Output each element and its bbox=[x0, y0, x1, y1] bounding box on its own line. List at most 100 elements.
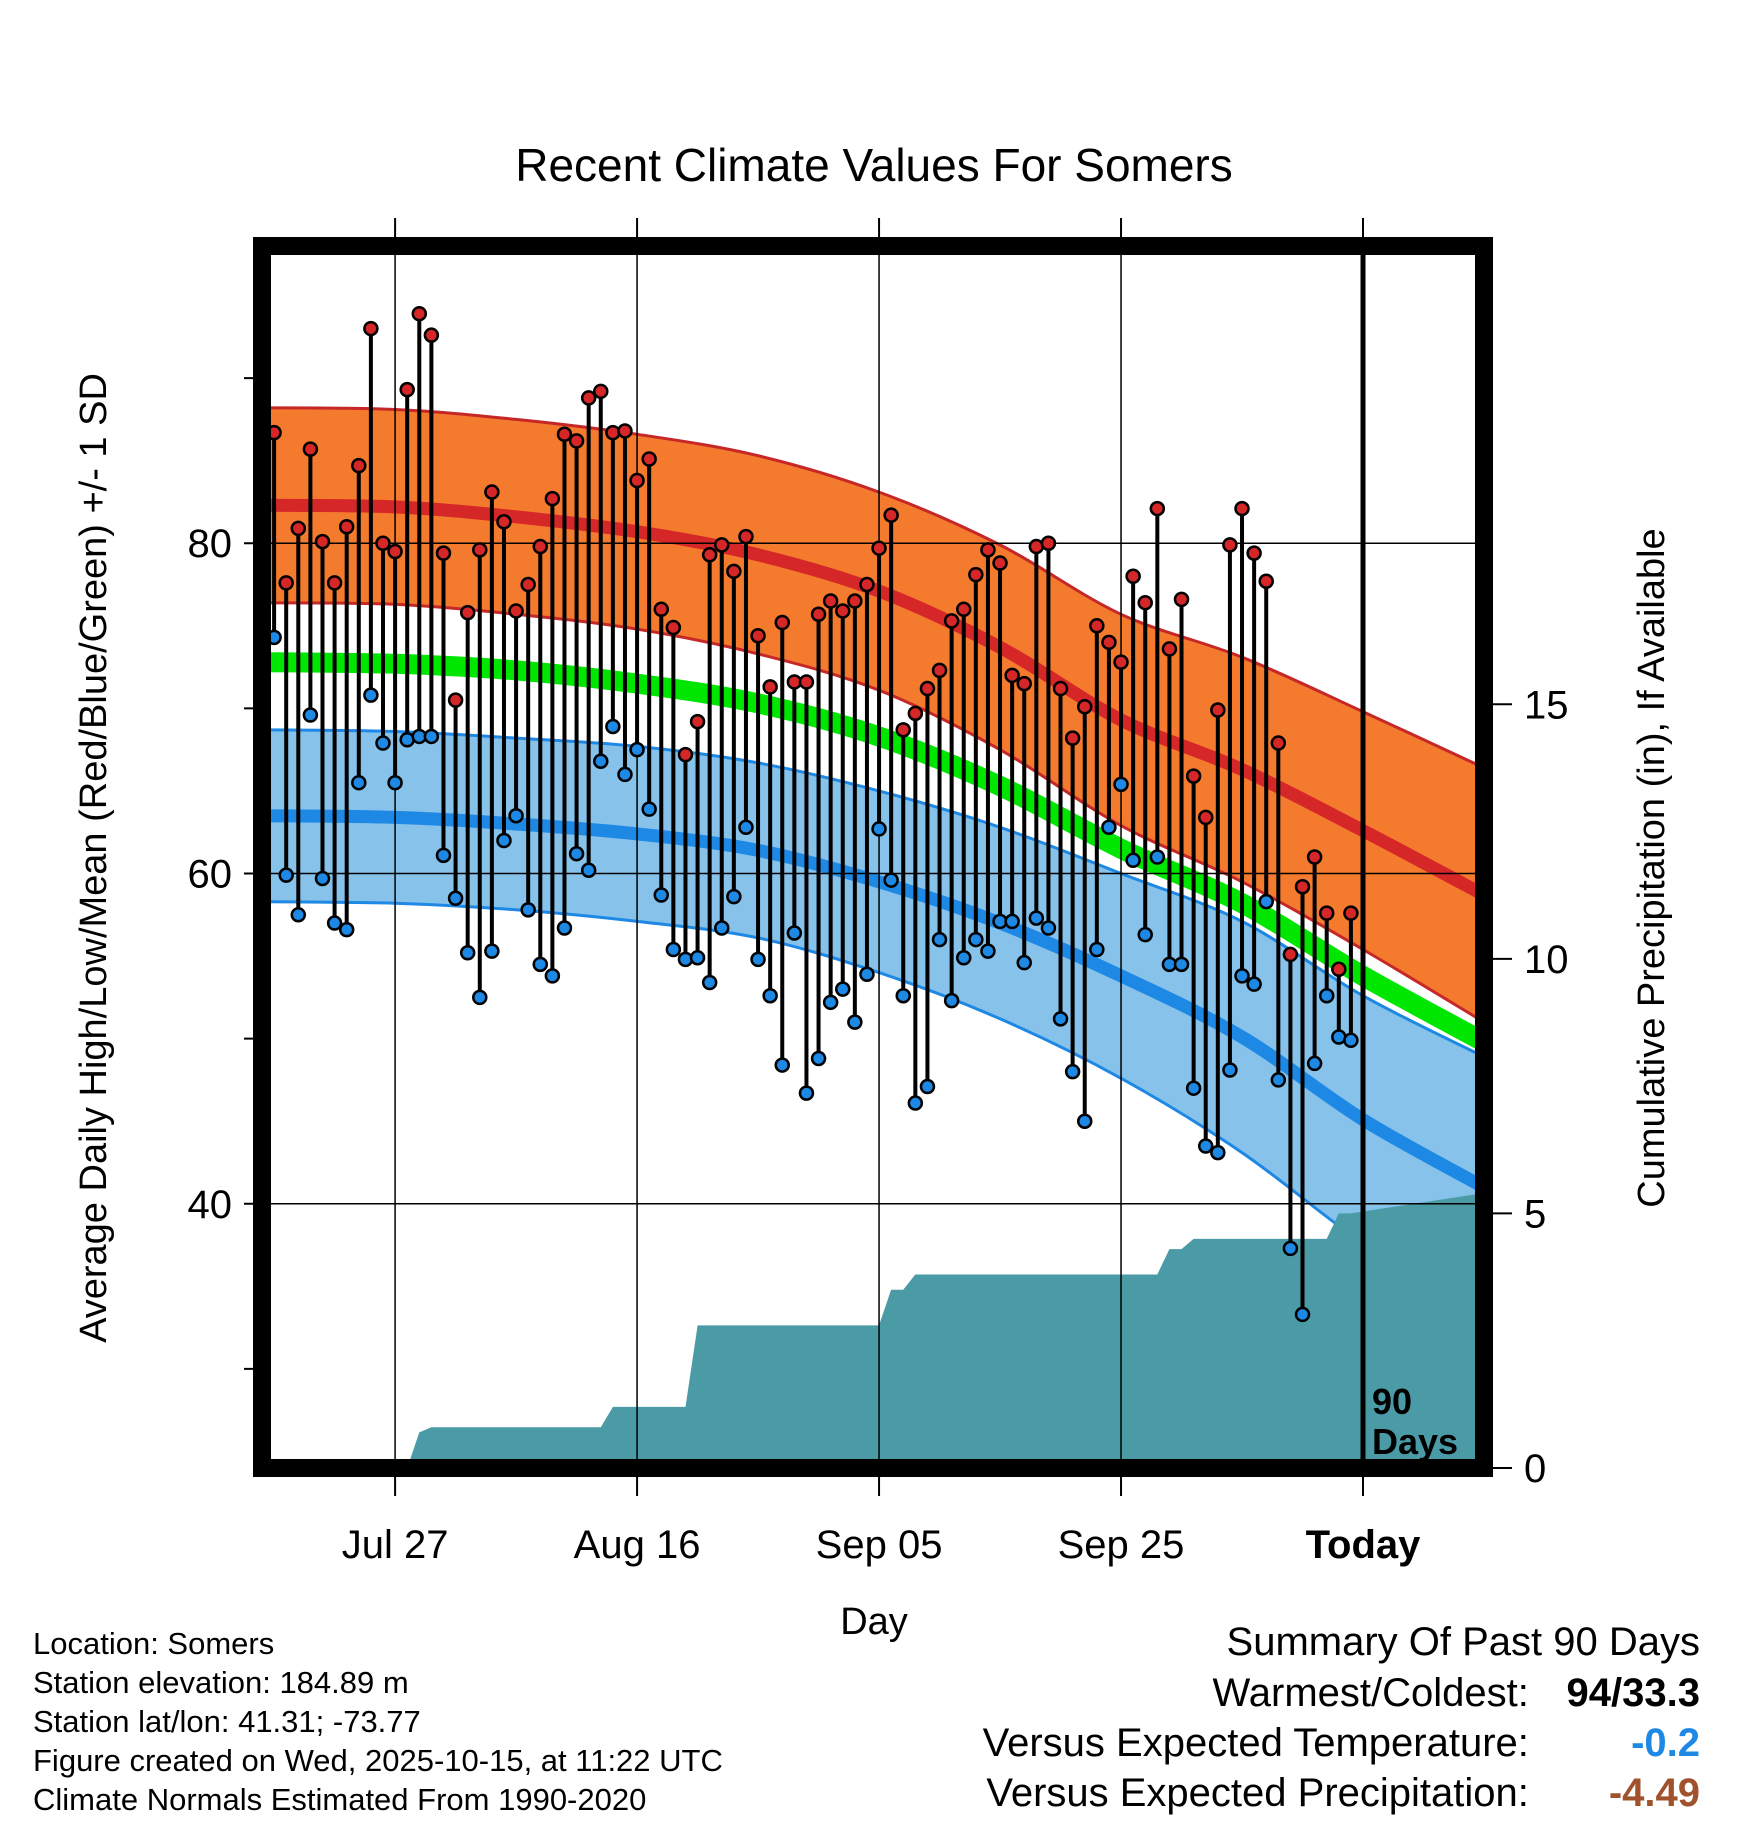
daily-high-point bbox=[278, 575, 294, 591]
summary-temp: Versus Expected Temperature: -0.2 bbox=[983, 1718, 1700, 1768]
daily-low-point bbox=[968, 931, 984, 948]
daily-high-point bbox=[955, 601, 972, 618]
daily-high-point bbox=[351, 457, 367, 474]
daily-low-point bbox=[1306, 1055, 1323, 1072]
daily-high-point bbox=[472, 542, 488, 558]
daily-high-point bbox=[992, 555, 1008, 571]
daily-low-point bbox=[423, 728, 440, 745]
daily-high-point bbox=[568, 433, 585, 449]
normals-period: Climate Normals Estimated From 1990-2020 bbox=[33, 1782, 647, 1817]
daily-high-point bbox=[1076, 698, 1093, 715]
daily-low-point bbox=[363, 687, 379, 703]
x-tick-label-4: Today bbox=[1306, 1523, 1422, 1567]
daily-high-point bbox=[1270, 735, 1287, 751]
y2-tick-label-0: 0 bbox=[1524, 1447, 1546, 1491]
daily-high-point bbox=[1101, 634, 1117, 651]
daily-low-point bbox=[568, 845, 585, 862]
daily-high-point bbox=[1125, 568, 1141, 585]
daily-high-point bbox=[1258, 573, 1274, 589]
daily-high-point bbox=[508, 603, 524, 619]
daily-low-point bbox=[1185, 1080, 1202, 1096]
daily-high-point bbox=[1149, 500, 1166, 517]
daily-low-point bbox=[278, 867, 294, 883]
summary-warm-cold: Warmest/Coldest: 94/33.3 bbox=[983, 1668, 1701, 1718]
daily-low-point bbox=[1210, 1144, 1226, 1161]
y-tick-label-80: 80 bbox=[188, 522, 233, 566]
y-axis-right: 0 5 10 15 bbox=[1484, 683, 1569, 1491]
y-axis-left: 40 60 80 bbox=[188, 377, 262, 1370]
daily-high-point bbox=[968, 566, 984, 583]
daily-high-point bbox=[580, 390, 597, 406]
daily-high-point bbox=[314, 533, 331, 550]
daily-high-point bbox=[895, 722, 911, 738]
daily-high-point bbox=[665, 619, 682, 636]
daily-high-point bbox=[1343, 905, 1359, 921]
x-tick-label-3: Sep 25 bbox=[1058, 1523, 1185, 1567]
daily-low-point bbox=[302, 707, 319, 723]
precip-value: -4.49 bbox=[1608, 1771, 1700, 1815]
daily-low-point bbox=[290, 907, 307, 923]
daily-high-point bbox=[714, 537, 730, 553]
daily-low-point bbox=[1076, 1113, 1093, 1129]
daily-high-point bbox=[1294, 878, 1311, 895]
daily-high-point bbox=[338, 518, 355, 535]
daily-high-point bbox=[1173, 591, 1190, 608]
daily-low-point bbox=[750, 951, 766, 968]
daily-low-point bbox=[774, 1057, 791, 1073]
daily-high-point bbox=[447, 692, 464, 708]
chart-title: Recent Climate Values For Somers bbox=[515, 139, 1233, 191]
daily-low-point bbox=[653, 887, 670, 903]
daily-high-point bbox=[1004, 667, 1020, 684]
y-tick-label-60: 60 bbox=[188, 853, 233, 897]
plot-frame bbox=[253, 237, 1493, 1477]
daily-high-point bbox=[1064, 730, 1081, 746]
daily-low-point bbox=[726, 888, 742, 905]
daily-high-point bbox=[883, 507, 899, 523]
daily-high-point bbox=[496, 514, 512, 530]
daily-low-point bbox=[1282, 1240, 1299, 1257]
daily-low-point bbox=[895, 987, 911, 1004]
daily-high-point bbox=[641, 451, 657, 467]
daily-low-point bbox=[907, 1095, 924, 1111]
daily-low-point bbox=[1040, 920, 1057, 936]
x-tick-label-0: Jul 27 bbox=[342, 1523, 449, 1567]
daily-low-point bbox=[556, 920, 573, 936]
daily-low-point bbox=[520, 902, 536, 918]
daily-high-point bbox=[1318, 905, 1335, 921]
daily-low-point bbox=[1318, 987, 1335, 1004]
daily-high-point bbox=[302, 441, 319, 457]
daily-high-point bbox=[931, 662, 948, 679]
daily-high-point bbox=[290, 520, 307, 537]
warm-cold-value: 94/33.3 bbox=[1566, 1671, 1700, 1715]
today-annotation-label: Days bbox=[1372, 1421, 1458, 1462]
daily-low-point bbox=[580, 862, 597, 878]
daily-high-point bbox=[1040, 535, 1057, 551]
daily-low-point bbox=[351, 774, 367, 791]
daily-low-point bbox=[1246, 976, 1262, 992]
daily-low-point bbox=[931, 931, 948, 948]
daily-low-point bbox=[871, 821, 887, 837]
x-axis: Jul 27 Aug 16 Sep 05 Sep 25 Today bbox=[342, 218, 1421, 1567]
daily-low-point bbox=[472, 989, 488, 1006]
daily-high-point bbox=[810, 606, 827, 623]
daily-high-point bbox=[435, 545, 452, 561]
daily-high-point bbox=[1210, 702, 1226, 718]
daily-low-point bbox=[665, 941, 682, 958]
daily-low-point bbox=[847, 1014, 863, 1030]
temp-value: -0.2 bbox=[1631, 1721, 1700, 1765]
daily-low-point bbox=[822, 994, 839, 1011]
daily-low-point bbox=[629, 741, 645, 758]
low-sd-band bbox=[262, 729, 1484, 1318]
daily-high-point bbox=[556, 426, 573, 443]
daily-low-point bbox=[1101, 819, 1117, 836]
daily-low-point bbox=[459, 945, 476, 961]
daily-low-point bbox=[605, 718, 621, 735]
daily-high-point bbox=[1113, 654, 1129, 670]
daily-low-point bbox=[1149, 849, 1166, 865]
daily-high-point bbox=[859, 576, 875, 593]
daily-low-point bbox=[326, 915, 343, 931]
daily-low-point bbox=[314, 870, 331, 887]
station-location: Location: Somers bbox=[33, 1626, 275, 1661]
y-tick-label-40: 40 bbox=[188, 1183, 233, 1227]
